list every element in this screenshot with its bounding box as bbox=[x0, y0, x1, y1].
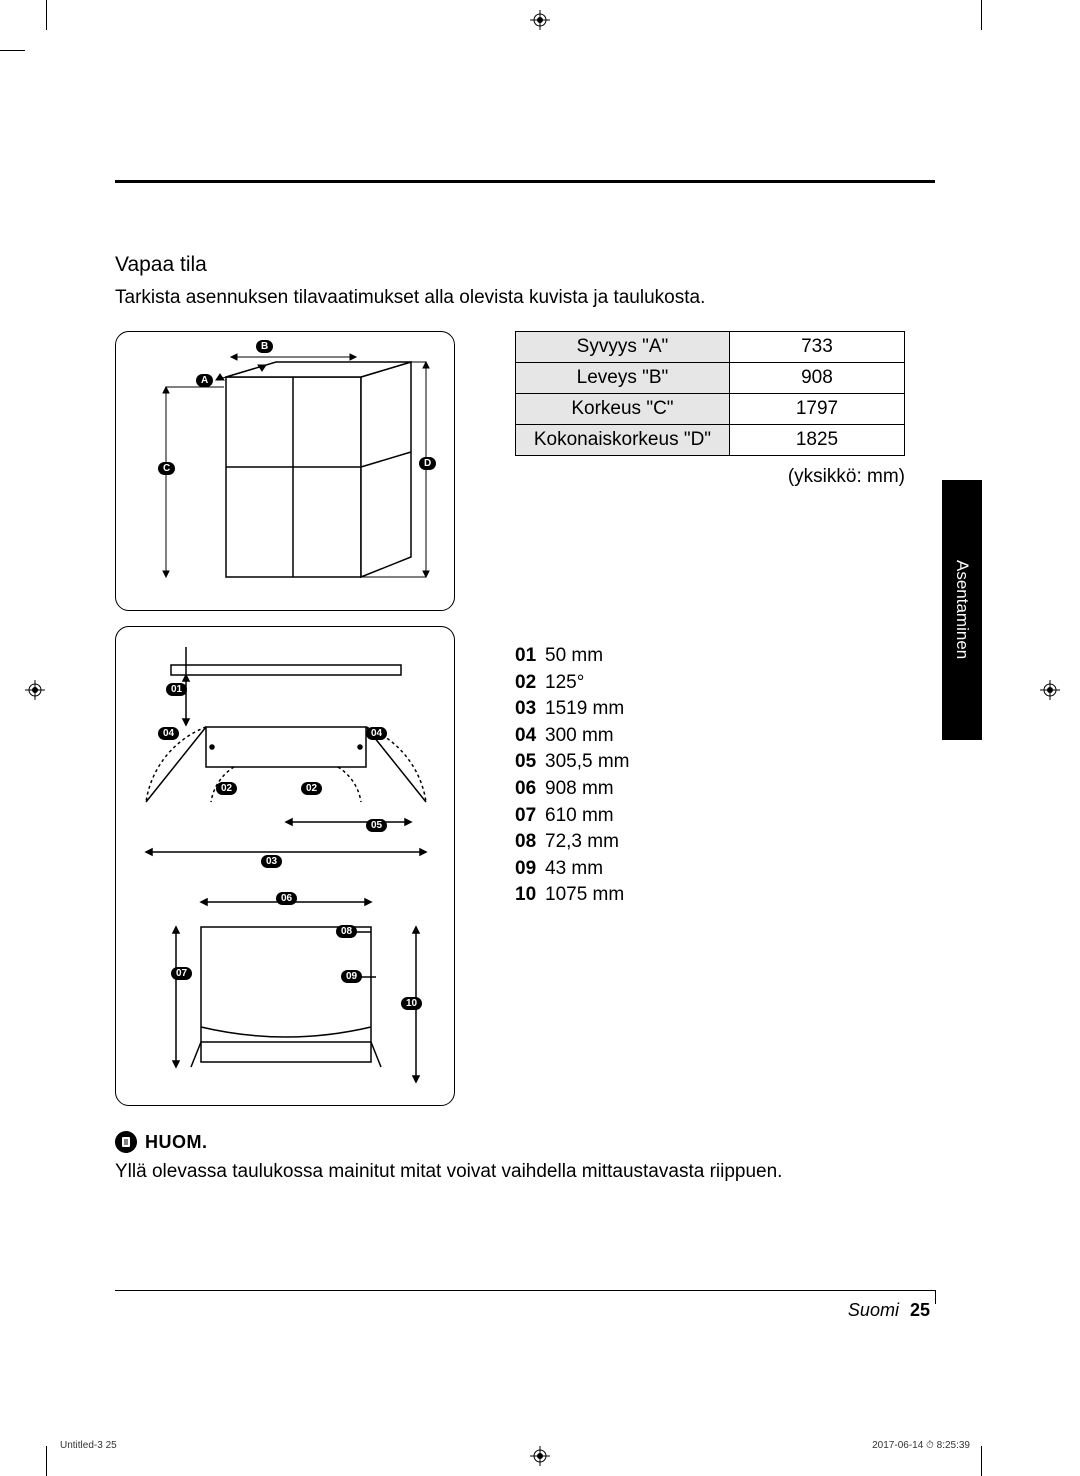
section-title: Vapaa tila bbox=[115, 253, 935, 277]
legend-item: 0150 mm bbox=[515, 643, 905, 670]
legend: 0150 mm 02125° 031519 mm 04300 mm 05305,… bbox=[515, 643, 905, 909]
crop-mark bbox=[0, 50, 25, 51]
table-row: Leveys "B" 908 bbox=[516, 363, 905, 394]
callout-05: 05 bbox=[366, 819, 387, 832]
note-body: Yllä olevassa taulukossa mainitut mitat … bbox=[115, 1161, 935, 1183]
callout-b: B bbox=[256, 340, 273, 353]
dim-label: Korkeus "C" bbox=[516, 394, 730, 425]
table-row: Korkeus "C" 1797 bbox=[516, 394, 905, 425]
figure-dimensions-iso: A B C D bbox=[115, 331, 455, 611]
callout-04: 04 bbox=[158, 727, 179, 740]
registration-mark bbox=[530, 1446, 550, 1466]
imprint-left: Untitled-3 25 bbox=[60, 1440, 117, 1451]
legend-item: 04300 mm bbox=[515, 723, 905, 750]
dim-value: 1797 bbox=[729, 394, 904, 425]
legend-item: 101075 mm bbox=[515, 882, 905, 909]
legend-item: 07610 mm bbox=[515, 803, 905, 830]
callout-a: A bbox=[196, 374, 213, 387]
unit-note: (yksikkö: mm) bbox=[515, 466, 905, 488]
callout-c: C bbox=[158, 462, 175, 475]
crop-mark bbox=[981, 0, 982, 30]
callout-04b: 04 bbox=[366, 727, 387, 740]
dim-value: 1825 bbox=[729, 425, 904, 456]
crop-mark bbox=[981, 1446, 982, 1476]
footer: Suomi 25 bbox=[848, 1300, 930, 1321]
crop-mark bbox=[46, 1446, 47, 1476]
dimensions-table: Syvyys "A" 733 Leveys "B" 908 Korkeus "C… bbox=[515, 331, 905, 456]
legend-item: 0872,3 mm bbox=[515, 829, 905, 856]
legend-item: 0943 mm bbox=[515, 856, 905, 883]
dim-value: 733 bbox=[729, 332, 904, 363]
legend-item: 02125° bbox=[515, 670, 905, 697]
note-icon bbox=[115, 1131, 137, 1153]
page-content: Vapaa tila Tarkista asennuksen tilavaati… bbox=[115, 180, 935, 1183]
callout-01: 01 bbox=[166, 683, 187, 696]
callout-07: 07 bbox=[171, 967, 192, 980]
divider bbox=[115, 180, 935, 183]
footer-divider bbox=[115, 1290, 935, 1291]
note-title: HUOM. bbox=[145, 1132, 208, 1153]
section-description: Tarkista asennuksen tilavaatimukset alla… bbox=[115, 287, 935, 309]
table-row: Kokonaiskorkeus "D" 1825 bbox=[516, 425, 905, 456]
callout-d: D bbox=[419, 457, 436, 470]
dim-label: Kokonaiskorkeus "D" bbox=[516, 425, 730, 456]
callout-02: 02 bbox=[216, 782, 237, 795]
legend-item: 06908 mm bbox=[515, 776, 905, 803]
figure-clearance-top: 01 02 02 03 04 04 05 06 07 08 09 10 bbox=[115, 626, 455, 1106]
callout-10: 10 bbox=[401, 997, 422, 1010]
dim-label: Leveys "B" bbox=[516, 363, 730, 394]
footer-page: 25 bbox=[910, 1300, 930, 1320]
registration-mark bbox=[530, 10, 550, 30]
registration-mark bbox=[25, 680, 45, 700]
note-header: HUOM. bbox=[115, 1131, 935, 1153]
callout-09: 09 bbox=[341, 970, 362, 983]
legend-item: 05305,5 mm bbox=[515, 749, 905, 776]
footer-lang: Suomi bbox=[848, 1300, 899, 1320]
imprint-right: 2017-06-14 ⏱ 8:25:39 bbox=[872, 1440, 970, 1451]
footer-tick bbox=[935, 1290, 936, 1304]
legend-item: 031519 mm bbox=[515, 696, 905, 723]
dim-value: 908 bbox=[729, 363, 904, 394]
side-tab: Asentaminen bbox=[942, 480, 982, 740]
crop-mark bbox=[46, 0, 47, 30]
callout-02b: 02 bbox=[301, 782, 322, 795]
table-row: Syvyys "A" 733 bbox=[516, 332, 905, 363]
callout-06: 06 bbox=[276, 892, 297, 905]
callout-03: 03 bbox=[261, 855, 282, 868]
dim-label: Syvyys "A" bbox=[516, 332, 730, 363]
registration-mark bbox=[1040, 680, 1060, 700]
callout-08: 08 bbox=[336, 925, 357, 938]
